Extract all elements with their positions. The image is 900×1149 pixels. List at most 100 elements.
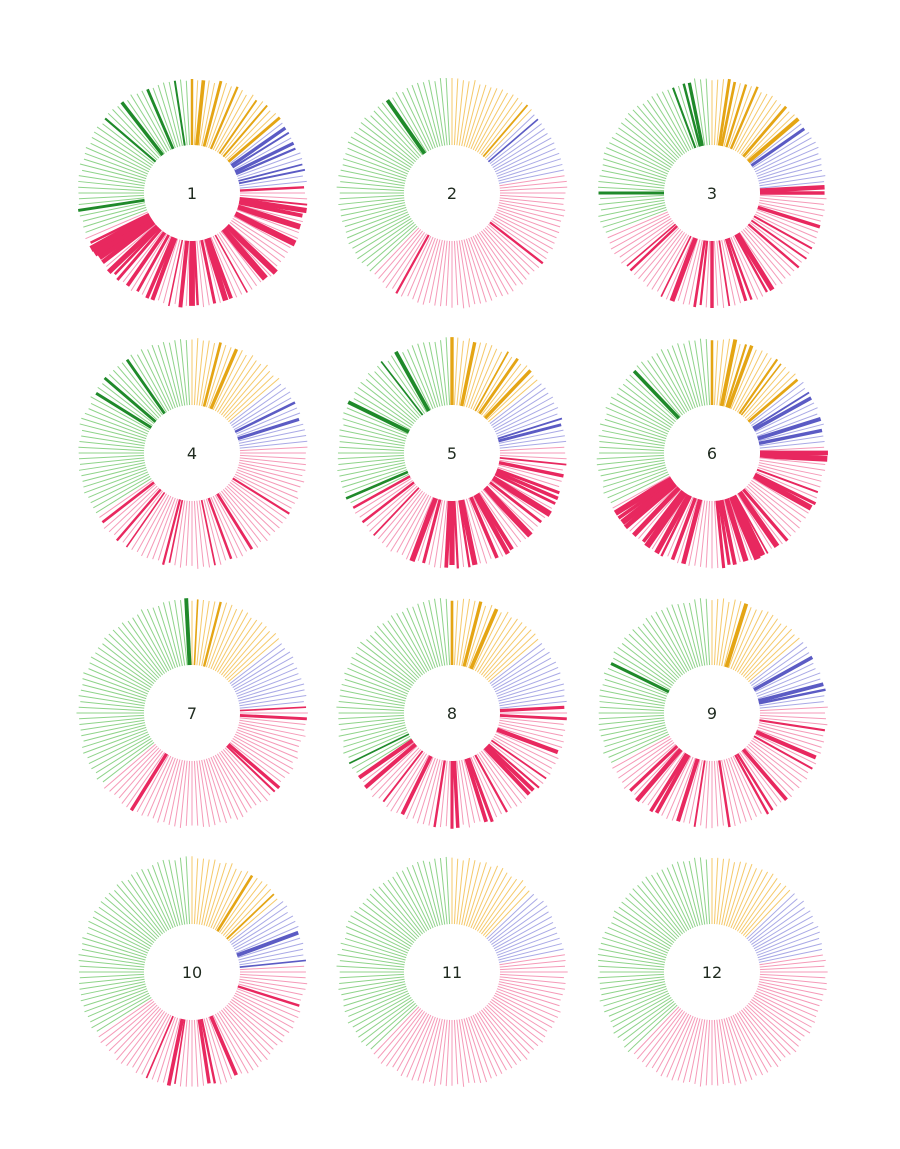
radial-bar-pink [456, 760, 464, 825]
radial-bar-pink [122, 490, 164, 543]
radial-bar-green [78, 459, 145, 471]
radial-bar-pink [716, 240, 725, 309]
radial-bar-pink [734, 234, 768, 293]
radial-bar-green [667, 89, 694, 150]
radial-bar-green [603, 469, 668, 494]
radial-bar-green [422, 82, 441, 147]
radial-bar-pink [499, 175, 565, 187]
radial-bar-pink [671, 1016, 696, 1081]
radial-bar-pink [499, 705, 565, 713]
radial-bar-pink [660, 235, 692, 297]
radial-bar-orange [744, 889, 791, 938]
radial-bar-pink [759, 446, 825, 452]
radial-bar-pink [683, 759, 701, 823]
radial-bar-green [353, 398, 411, 431]
radial-bar-pink [736, 753, 774, 811]
radial-bar-pink [239, 446, 308, 452]
radial-bar-green [343, 424, 406, 442]
radial-bar-purple [756, 931, 820, 956]
radial-bar-purple [754, 921, 814, 952]
radial-bar-green [79, 978, 145, 990]
radial-bar-pink [681, 498, 703, 565]
radial-bar-pink [422, 499, 442, 564]
radial-bar-green [428, 79, 443, 147]
radial-bar-pink [752, 477, 809, 514]
radial-bar-pink [609, 213, 670, 244]
radial-bar-pink [725, 758, 747, 822]
radial-bar-green [646, 99, 685, 154]
radial-bar-orange [227, 116, 281, 163]
radial-bar-orange [474, 351, 509, 412]
radial-bar-orange [458, 598, 470, 666]
radial-bar-pink [196, 500, 205, 567]
radial-bar-pink [229, 1000, 283, 1043]
radial-bar-pink [212, 235, 243, 295]
radial-bar-pink [469, 496, 499, 559]
radial-bar-purple [231, 648, 286, 686]
radial-bar-pink [216, 753, 252, 809]
radial-bar-pink [499, 456, 567, 466]
radial-bar-green [152, 607, 176, 669]
radial-bar-pink [232, 477, 290, 515]
radial-bar-pink [417, 498, 439, 561]
radial-bar-pink [125, 491, 166, 548]
radial-bar-purple [755, 925, 819, 954]
radial-bar-purple [239, 954, 304, 966]
radial-bar-pink [755, 990, 817, 1018]
radial-bar-orange [474, 611, 509, 672]
radial-bar-green [88, 927, 149, 954]
radial-bar-green [136, 614, 170, 672]
radial-bar-pink [713, 240, 719, 306]
radial-bar-purple [756, 413, 818, 437]
radial-bar-pink [150, 237, 178, 301]
radial-bar-green [445, 77, 451, 146]
radial-bar-pink [229, 221, 282, 263]
radial-bar-purple [238, 942, 304, 961]
radial-bar-purple [752, 132, 810, 169]
radial-bar-pink [496, 209, 560, 234]
radial-bar-pink [758, 462, 822, 477]
radial-bar-green [608, 990, 669, 1017]
radial-bar-pink [354, 477, 412, 514]
radial-bar-green [603, 158, 667, 180]
radial-bar-purple [489, 383, 542, 425]
radial-bar-pink [740, 750, 782, 803]
radial-bar-pink [459, 499, 478, 566]
radial-bar-orange [742, 885, 787, 936]
radial-bar-green [655, 611, 690, 672]
radial-bar-purple [234, 662, 294, 693]
radial-bar-green [597, 186, 665, 192]
radial-bar-purple [238, 163, 303, 182]
radial-bar-pink [145, 1015, 174, 1079]
radial-bar-green [604, 418, 667, 440]
radial-bar-green [705, 598, 711, 666]
radial-bar-green [90, 992, 150, 1023]
radial-bar-green [78, 695, 145, 707]
radial-bar-green [343, 724, 406, 742]
radial-bar-pink [486, 1004, 535, 1051]
radial-bar-orange [730, 349, 757, 410]
radial-bar-green [599, 689, 666, 704]
radial-bar-green [682, 83, 702, 147]
radial-bar-pink [758, 981, 824, 996]
radial-bar-pink [497, 206, 561, 228]
radial-bar-orange [723, 601, 742, 667]
radial-bar-green [130, 94, 168, 153]
radial-bar-green [632, 109, 680, 159]
radial-bar-orange [461, 80, 476, 147]
radial-bar-green [79, 965, 145, 971]
radial-bar-green [336, 186, 405, 192]
radial-bar-purple [491, 905, 548, 945]
radial-bar-green [130, 354, 168, 413]
radial-bar-pink [638, 229, 682, 279]
radial-bar-green [341, 683, 406, 702]
radial-bar-green [140, 349, 172, 411]
radial-bar-green [602, 466, 667, 488]
radial-bar-orange [212, 350, 243, 411]
radial-bar-green [610, 733, 670, 763]
radial-bar-purple [491, 128, 545, 166]
radial-bar-pink [210, 496, 238, 559]
radial-bar-pink [131, 493, 168, 551]
radial-bar-orange [732, 869, 763, 930]
radial-chart-4: 4 [78, 338, 308, 569]
